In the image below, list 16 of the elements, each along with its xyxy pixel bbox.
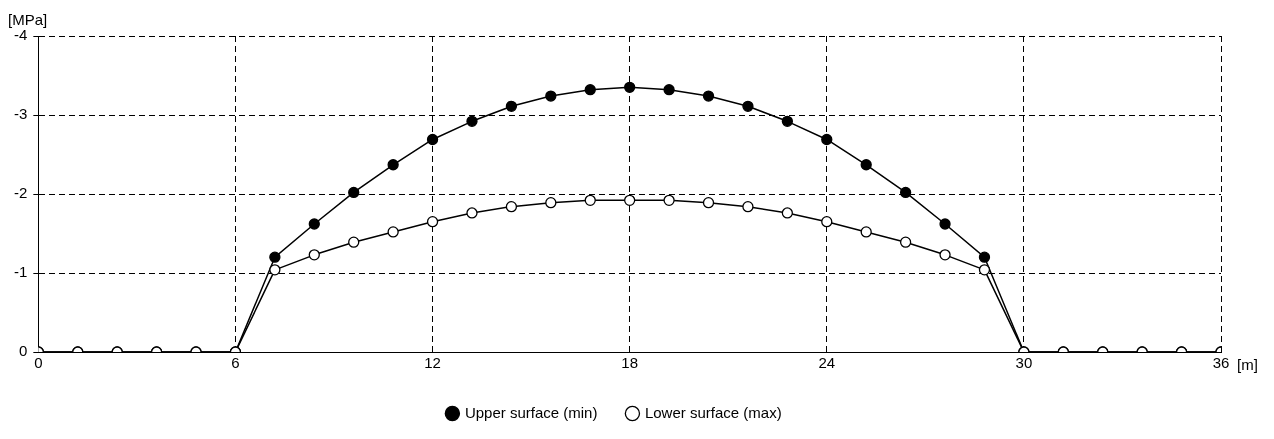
x-tick-label: 30 — [1015, 354, 1033, 372]
x-tick-label: 6 — [231, 354, 240, 372]
y-tick-label: -1 — [13, 263, 28, 281]
y-tick-label: 0 — [18, 342, 28, 360]
y-tick-label: -3 — [13, 105, 28, 123]
y-tick-label: -4 — [13, 26, 28, 44]
legend-label: Lower surface (max) — [644, 403, 782, 421]
x-tick-label: 18 — [621, 354, 639, 372]
x-tick-label: 36 — [1212, 354, 1230, 372]
y-tick-label: -2 — [13, 184, 28, 202]
y-axis-title: [MPa] — [8, 10, 48, 28]
x-axis-title: [m] — [1237, 355, 1258, 373]
x-tick-label: 24 — [818, 354, 836, 372]
legend-label: Upper surface (min) — [464, 403, 598, 421]
x-tick-label: 12 — [424, 354, 441, 372]
x-tick-label: 0 — [34, 354, 43, 372]
